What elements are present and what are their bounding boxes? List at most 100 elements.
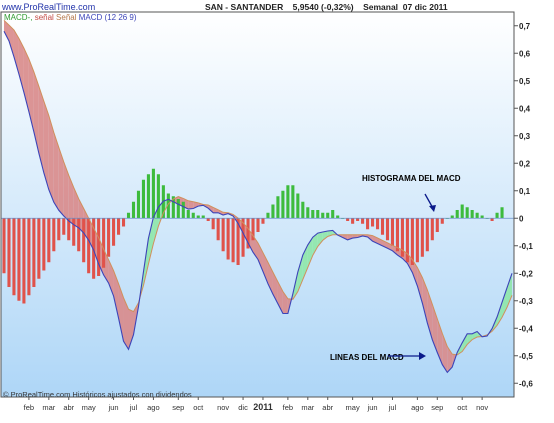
x-tick-label: nov [476,403,488,412]
macd-fill-segment [68,175,74,225]
histogram-bar [371,218,375,227]
histogram-bar [231,218,235,263]
histogram-bar [57,218,61,241]
x-tick-label: oct [193,403,204,412]
histogram-bar [82,218,86,263]
macd-fill-segment [118,283,124,342]
histogram-bar [395,218,399,252]
histogram-bar [351,218,355,224]
macd-fill-segment [148,217,154,265]
histogram-bar [316,210,320,219]
x-tick-label: nov [217,403,229,412]
histogram-bar [336,215,340,219]
macd-fill-segment [4,20,9,41]
histogram-bar [241,218,245,257]
histogram-bar [440,218,444,224]
histogram-bar [7,218,11,287]
legend-signal-2: Señal [56,13,77,22]
macd-fill-segment [48,115,54,203]
histogram-bar [276,196,280,219]
macd-fill-segment [258,243,263,272]
histogram-bar [206,218,210,221]
histogram-bar [400,218,404,257]
footer-credit: © ProRealTime.com Históricos ajustados c… [3,390,192,399]
macd-fill-segment [312,233,318,256]
histogram-bar [52,218,56,252]
macd-fill-segment [193,201,199,209]
y-tick-label: -0,3 [519,297,533,306]
macd-fill-segment [213,207,219,213]
histogram-bar [22,218,26,304]
histogram-bar [92,218,96,279]
histogram-bar [375,218,380,230]
histogram-bar [216,218,220,241]
histogram-bar [261,218,265,224]
y-tick-label: 0,6 [519,49,531,58]
histogram-bar [176,199,180,219]
histogram-bar [236,218,240,265]
histogram-bar [226,218,230,260]
x-tick-label: jun [108,403,119,412]
histogram-bar [281,190,285,219]
x-tick-label: sep [431,403,443,412]
histogram-bar [126,212,131,219]
histogram-bar [460,204,464,219]
macd-fill-segment [502,287,508,318]
macd-fill-segment [417,267,423,304]
annotation-histogram: HISTOGRAMA DEL MACD [362,174,461,183]
histogram-bars [2,168,504,304]
histogram-bar [256,218,260,232]
histogram-bar [151,168,155,219]
histogram-bar [37,218,41,279]
macd-fill-segment [28,58,34,133]
histogram-bar [346,218,350,221]
macd-fill-segment [497,302,503,326]
histogram-bar [17,218,21,301]
macd-fill-segment [8,25,14,57]
histogram-bar [321,212,325,219]
histogram-bar [166,193,170,219]
macd-fill-segment [13,29,19,74]
histogram-bar [27,218,31,296]
histogram-bar [42,218,46,271]
plot-border [0,11,515,398]
histogram-bar [191,212,195,219]
histogram-bar [450,215,454,219]
histogram-bar [405,218,409,263]
histogram-bar [136,190,141,219]
macd-fill-segment [18,38,24,93]
macd-fill-segment [58,147,64,216]
x-tick-label: feb [283,403,293,412]
x-axis: feb mar abr may jun jul ago sep oct nov dic 2011 feb… [24,397,488,412]
y-tick-label: 0 [519,214,524,223]
site-label[interactable]: www.ProRealTime.com [1,2,95,12]
histogram-bar [87,218,91,274]
y-tick-label: 0,7 [519,22,531,31]
histogram-bar [186,210,190,219]
histogram-bar [420,218,424,257]
histogram-bar [141,179,145,219]
y-tick-label: 0,2 [519,159,531,168]
x-tick-label: sep [172,403,184,412]
histogram-bar [500,207,504,219]
y-tick-label: -0,6 [519,379,533,388]
legend-signal: señal [35,13,54,22]
histogram-bar [211,218,215,230]
macd-fill-segment [442,333,448,373]
x-tick-label: jul [388,403,397,412]
histogram-bar [47,218,51,263]
macd-fill-segment [123,297,129,350]
x-tick-label: oct [457,403,468,412]
histogram-bar [301,201,305,219]
y-tick-label: -0,1 [519,242,533,251]
histogram-bar [390,218,395,246]
y-tick-label: -0,4 [519,324,533,333]
histogram-bar [465,207,469,219]
macd-fill-segment [128,309,134,350]
histogram-bar [201,215,205,219]
histogram-bar [306,207,310,219]
x-tick-label: abr [63,403,74,412]
histogram-bar [196,215,200,219]
histogram-bar [480,215,484,219]
macd-fill-segment [33,71,39,154]
